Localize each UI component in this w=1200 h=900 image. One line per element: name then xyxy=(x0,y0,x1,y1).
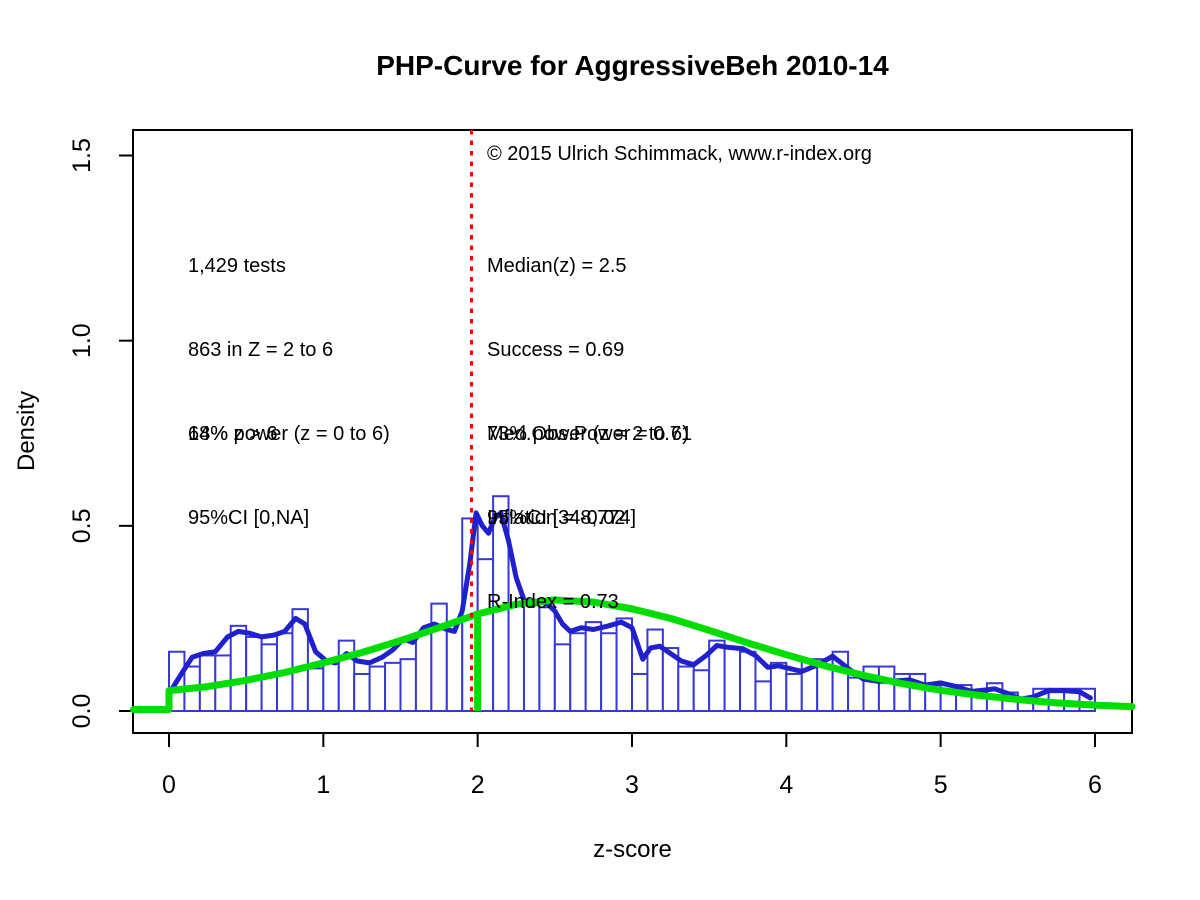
histogram-bar xyxy=(723,647,742,712)
histogram-bar xyxy=(692,669,711,712)
power-estimate-full-range: 68% power (z = 0 to 6) 95%CI [0,NA] xyxy=(188,364,390,588)
stat-line: 863 in Z = 2 to 6 xyxy=(188,339,334,361)
histogram-bar xyxy=(877,665,896,713)
x-axis-label: z-score xyxy=(593,836,672,863)
histogram-bar xyxy=(769,661,788,713)
y-tick-label: 0.0 xyxy=(68,694,96,729)
histogram-bar xyxy=(368,665,387,713)
chart-layer: 0 1 2 3 4 5 6 0.0 0.5 1.0 1.5 xyxy=(68,129,1136,799)
histogram-bar xyxy=(306,667,325,712)
stat-line: Success = 0.69 xyxy=(487,339,625,361)
stat-line: Med.Obs.Power = 0.71 xyxy=(487,423,693,445)
histogram-bar xyxy=(445,621,464,712)
x-tick-label: 4 xyxy=(779,771,793,799)
histogram-bar xyxy=(677,665,695,713)
stat-line: R-Index = 0.73 xyxy=(487,591,619,613)
x-tick-label: 6 xyxy=(1088,771,1102,799)
x-tick-label: 3 xyxy=(625,771,639,799)
stat-line: 95%CI [348,774] xyxy=(487,507,636,529)
histogram-bar xyxy=(229,624,248,712)
histogram-bar xyxy=(353,672,371,712)
x-tick-label: 1 xyxy=(316,771,330,799)
y-tick-label: 0.5 xyxy=(68,508,96,543)
histogram-bar xyxy=(384,661,402,713)
histogram-bar xyxy=(754,680,772,712)
histogram-bar xyxy=(739,650,757,712)
test-count-stats: 1,429 tests 863 in Z = 2 to 6 14% z > 6 xyxy=(188,196,333,504)
stat-line: 68% power (z = 0 to 6) xyxy=(188,423,390,445)
histogram-bar xyxy=(630,672,649,712)
y-tick-label: 1.0 xyxy=(68,323,96,358)
x-tick-label: 0 xyxy=(162,771,176,799)
chart-title: PHP-Curve for AggressiveBeh 2010-14 xyxy=(376,50,889,81)
copyright-note: © 2015 Ulrich Schimmack, www.r-index.org xyxy=(487,143,872,165)
histogram-bar xyxy=(430,602,448,713)
histogram-bar xyxy=(245,635,263,713)
y-axis-label: Density xyxy=(13,390,40,472)
histogram-bar xyxy=(785,672,803,712)
histogram-bar xyxy=(322,661,340,713)
stat-line: 1,429 tests xyxy=(188,255,286,277)
model-density-curve xyxy=(130,596,1136,713)
histogram-bar xyxy=(399,658,417,713)
index-stats: Median(z) = 2.5 Success = 0.69 Med.Obs.P… xyxy=(487,196,692,672)
stat-line: 14% z > 6 xyxy=(188,423,278,445)
x-tick-label: 2 xyxy=(471,771,485,799)
stat-line: Median(z) = 2.5 xyxy=(487,255,627,277)
power-estimate-significant-range: 73% power (z = 2 to 6) 95%CI [348,774] xyxy=(487,364,689,588)
x-tick-label: 5 xyxy=(934,771,948,799)
y-tick-label: 1.5 xyxy=(68,138,96,173)
stat-line: Inflation = -0.02 xyxy=(487,507,626,529)
stat-line: 73% power (z = 2 to 6) xyxy=(487,423,689,445)
histogram-bar xyxy=(847,676,865,712)
histogram-bar xyxy=(414,632,433,713)
stat-line: 95%CI [0,NA] xyxy=(188,507,310,529)
